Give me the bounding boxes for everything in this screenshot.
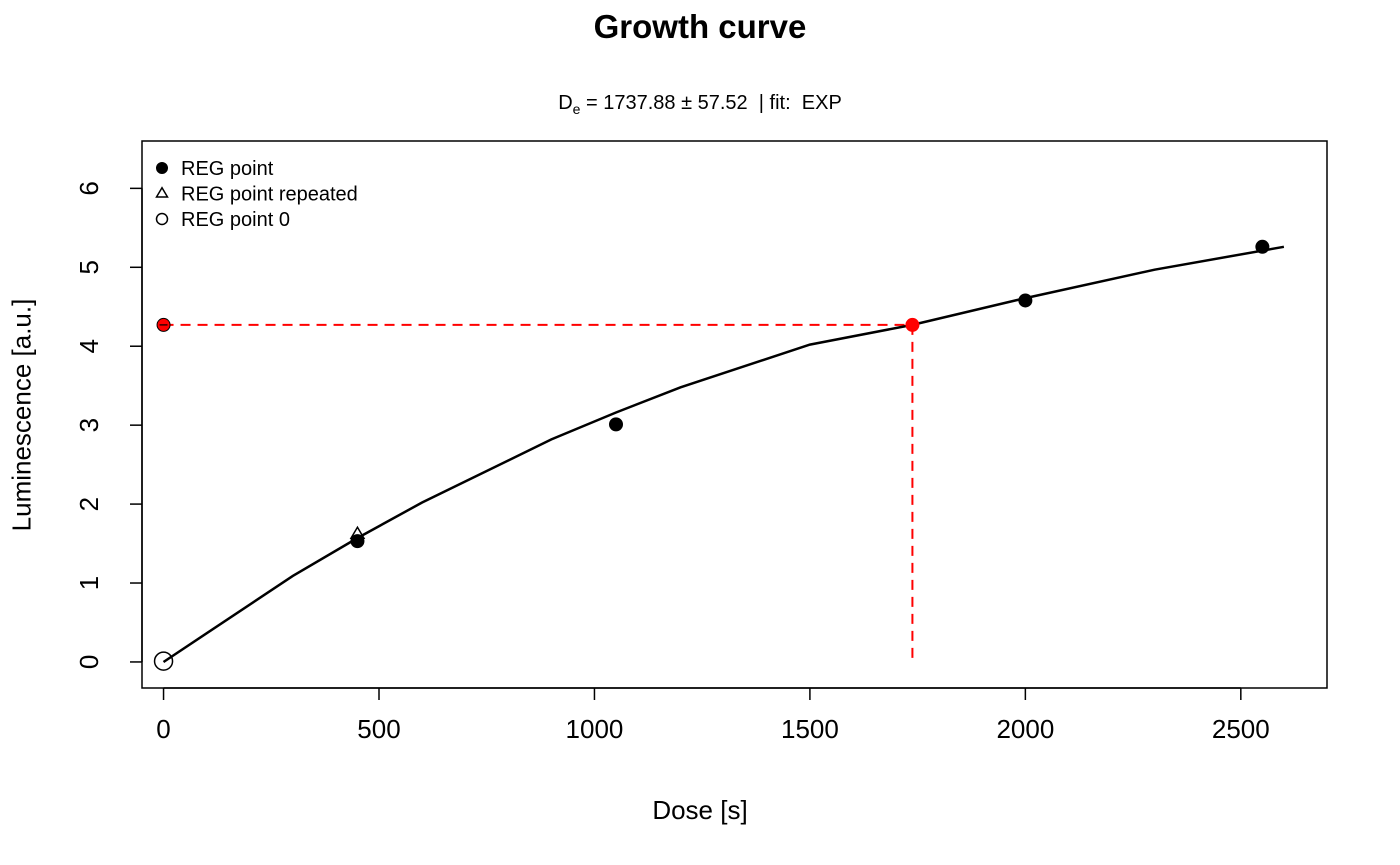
x-tick-label: 500: [357, 714, 400, 744]
legend-label: REG point repeated: [181, 184, 358, 206]
plot-area: [153, 239, 1285, 671]
legend-label: REG point 0: [181, 209, 290, 231]
data-point: [609, 417, 623, 432]
y-tick-label: 2: [74, 497, 104, 511]
y-tick-label: 5: [74, 260, 104, 274]
x-tick-label: 1000: [566, 714, 624, 744]
legend-marker: [155, 186, 169, 198]
de-subscript: e: [572, 101, 581, 117]
de-value-text: = 1737.88 ± 57.52 | fit: EXP: [580, 92, 842, 114]
x-axis: 0 500 1000 1500 2000 2500: [156, 687, 1270, 744]
data-point: [350, 534, 365, 549]
x-tick-label: 2500: [1212, 714, 1270, 744]
y-tick-label: 1: [74, 576, 104, 590]
plot-frame: [141, 140, 1328, 689]
fit-curve: [162, 245, 1285, 664]
y-tick-label: 4: [74, 339, 104, 353]
de-symbol: D: [558, 92, 573, 114]
y-tick-label: 6: [74, 181, 104, 195]
legend-marker: [155, 212, 169, 226]
chart-subtitle: De = 1737.88 ± 57.52 | fit: EXP: [0, 92, 1400, 117]
x-tick-label: 0: [156, 714, 170, 744]
x-tick-label: 2000: [996, 714, 1054, 744]
data-point: [1255, 239, 1270, 254]
chart-title: Growth curve: [593, 8, 807, 45]
data-point: [153, 651, 174, 671]
de-point: [905, 317, 920, 332]
legend: REG point REG point repeated REG point 0: [155, 158, 358, 231]
x-axis-label: Dose [s]: [652, 795, 748, 825]
y-tick-label: 3: [74, 418, 104, 432]
legend-label: REG point: [181, 158, 274, 180]
y-axis: 0 1 2 3 4 5 6: [74, 181, 143, 669]
data-point: [349, 525, 366, 540]
x-tick-label: 1500: [781, 714, 839, 744]
data-point: [1018, 293, 1033, 308]
y-tick-label: 0: [74, 655, 104, 669]
legend-marker: [156, 162, 168, 174]
